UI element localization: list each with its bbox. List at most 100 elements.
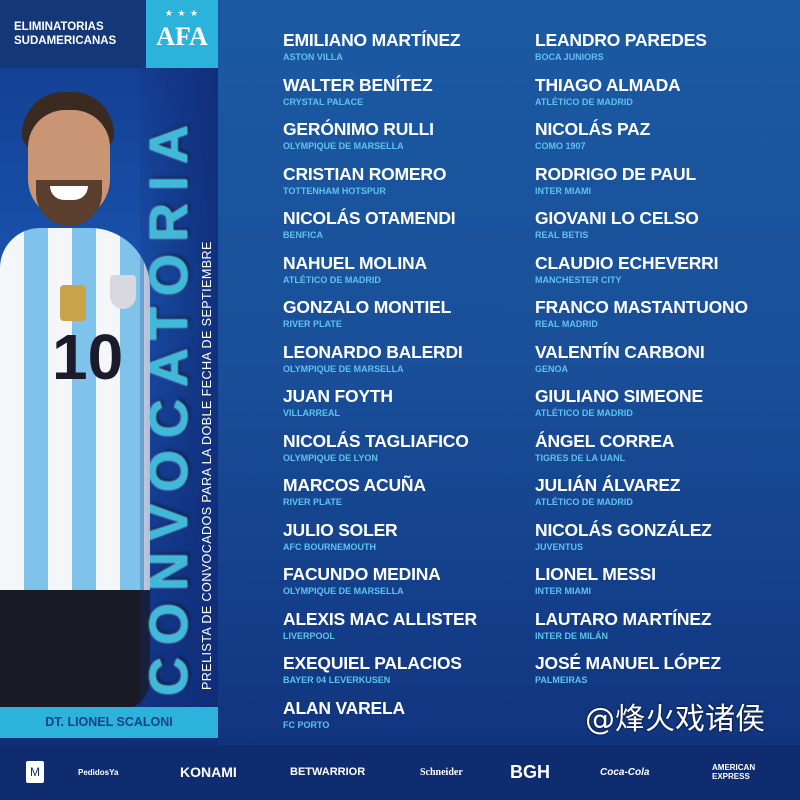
sponsor-bar: M PedidosYa KONAMI BETWARRIOR Schneider …	[0, 745, 800, 800]
player-entry: JULIÁN ÁLVAREZ ATLÉTICO DE MADRID	[535, 474, 748, 519]
player-name: NICOLÁS GONZÁLEZ	[535, 519, 712, 540]
player-entry: NICOLÁS TAGLIAFICO OLYMPIQUE DE LYON	[283, 430, 477, 475]
player-name: JUAN FOYTH	[283, 386, 393, 406]
player-entry: NICOLÁS PAZ COMO 1907	[535, 118, 748, 163]
player-name: WALTER BENÍTEZ	[283, 74, 433, 95]
player-name: EMILIANO MARTÍNEZ	[283, 30, 461, 50]
player-club: COMO 1907	[535, 141, 586, 151]
schneider-logo: Schneider	[420, 767, 463, 778]
player-club: PALMEIRAS	[535, 675, 588, 685]
player-entry: NICOLÁS GONZÁLEZ JUVENTUS	[535, 519, 748, 564]
player-club: INTER MIAMI	[535, 185, 591, 196]
player-club: ATLÉTICO DE MADRID	[535, 96, 633, 107]
player-club: REAL MADRID	[535, 319, 598, 329]
subtitle: PRELISTA DE CONVOCADOS PARA LA DOBLE FEC…	[200, 241, 214, 690]
pedidosya-logo: PedidosYa	[78, 768, 119, 777]
player-entry: CLAUDIO ECHEVERRI MANCHESTER CITY	[535, 252, 748, 297]
player-name: FRANCO MASTANTUONO	[535, 297, 748, 317]
player-name: NICOLÁS OTAMENDI	[283, 208, 456, 228]
player-entry: FRANCO MASTANTUONO REAL MADRID	[535, 296, 748, 341]
player-club: BOCA JUNIORS	[535, 52, 604, 62]
player-name: EXEQUIEL PALACIOS	[283, 653, 462, 673]
player-name: JULIÁN ÁLVAREZ	[535, 475, 681, 495]
player-entry: MARCOS ACUÑA RIVER PLATE	[283, 474, 477, 519]
player-club: OLYMPIQUE DE MARSELLA	[283, 363, 404, 374]
american-express-logo: AMERICAN EXPRESS	[712, 763, 756, 781]
player-entry: ALAN VARELA FC PORTO	[283, 697, 477, 742]
player-entry: LAUTARO MARTÍNEZ INTER DE MILÁN	[535, 608, 748, 653]
afa-jersey-crest	[110, 275, 136, 309]
betwarrior-logo: BETWARRIOR	[290, 766, 366, 778]
player-entry: LEONARDO BALERDI OLYMPIQUE DE MARSELLA	[283, 341, 477, 386]
player-name: ÁNGEL CORREA	[535, 430, 675, 451]
player-club: TIGRES DE LA UANL	[535, 452, 626, 463]
jersey-number: 10	[52, 321, 124, 393]
player-name: NICOLÁS TAGLIAFICO	[283, 430, 469, 451]
player-entry: CRISTIAN ROMERO TOTTENHAM HOTSPUR	[283, 163, 477, 208]
player-name: RODRIGO DE PAUL	[535, 163, 696, 184]
player-club: ATLÉTICO DE MADRID	[535, 497, 633, 507]
player-club: OLYMPIQUE DE LYON	[283, 452, 378, 463]
player-entry: ÁNGEL CORREA TIGRES DE LA UANL	[535, 430, 748, 475]
player-name: GIULIANO SIMEONE	[535, 386, 703, 406]
konami-logo: KONAMI	[180, 764, 237, 780]
player-entry: LIONEL MESSI INTER MIAMI	[535, 563, 748, 608]
player-club: VILLARREAL	[283, 408, 340, 418]
player-name: GERÓNIMO RULLI	[283, 119, 434, 139]
poster-photo-panel: 10	[0, 0, 218, 745]
player-club: OLYMPIQUE DE MARSELLA	[283, 586, 404, 596]
player-club: JUVENTUS	[535, 541, 584, 552]
player-name: ALAN VARELA	[283, 697, 405, 718]
player-entry: JULIO SOLER AFC BOURNEMOUTH	[283, 519, 477, 564]
player-name: ALEXIS MAC ALLISTER	[283, 608, 477, 629]
player-entry: GONZALO MONTIEL RIVER PLATE	[283, 296, 477, 341]
player-name: GONZALO MONTIEL	[283, 297, 452, 317]
player-entry: NICOLÁS OTAMENDI BENFICA	[283, 207, 477, 252]
afa-logo: ★ ★ ★ AFA	[146, 0, 218, 68]
watermark: @烽火戏诸侯	[585, 702, 765, 737]
player-club: GENOA	[535, 363, 569, 374]
player-name: LAUTARO MARTÍNEZ	[535, 608, 712, 629]
player-club: FC PORTO	[283, 719, 330, 730]
player-club: ATLÉTICO DE MADRID	[535, 408, 633, 418]
player-name: LEANDRO PAREDES	[535, 30, 707, 50]
coca-cola-logo: Coca-Cola	[600, 767, 650, 778]
player-entry: WALTER BENÍTEZ CRYSTAL PALACE	[283, 74, 477, 119]
player-name: CLAUDIO ECHEVERRI	[535, 252, 719, 273]
player-club: BAYER 04 LEVERKUSEN	[283, 675, 391, 685]
title-band	[140, 68, 218, 708]
player-entry: NAHUEL MOLINA ATLÉTICO DE MADRID	[283, 252, 477, 297]
player-entry: LEANDRO PAREDES BOCA JUNIORS	[535, 29, 748, 74]
player-name: GIOVANI LO CELSO	[535, 208, 699, 228]
player-entry: EMILIANO MARTÍNEZ ASTON VILLA	[283, 29, 477, 74]
player-entry: JUAN FOYTH VILLARREAL	[283, 385, 477, 430]
player-entry: GERÓNIMO RULLI OLYMPIQUE DE MARSELLA	[283, 118, 477, 163]
player-entry: ALEXIS MAC ALLISTER LIVERPOOL	[283, 608, 477, 653]
player-entry: VALENTÍN CARBONI GENOA	[535, 341, 748, 386]
player-club: OLYMPIQUE DE MARSELLA	[283, 141, 404, 151]
mcdonalds-logo: M	[26, 761, 44, 783]
coach-name: DT. LIONEL SCALONI	[45, 715, 173, 729]
player-club: MANCHESTER CITY	[535, 274, 622, 285]
player-name: FACUNDO MEDINA	[283, 564, 441, 584]
player-club: RIVER PLATE	[283, 497, 342, 507]
player-smile	[50, 186, 88, 200]
player-entry: EXEQUIEL PALACIOS BAYER 04 LEVERKUSEN	[283, 652, 477, 697]
player-entry: FACUNDO MEDINA OLYMPIQUE DE MARSELLA	[283, 563, 477, 608]
player-entry: THIAGO ALMADA ATLÉTICO DE MADRID	[535, 74, 748, 119]
header-band: ELIMINATORIAS SUDAMERICANAS	[0, 0, 146, 68]
player-entry: GIOVANI LO CELSO REAL BETIS	[535, 207, 748, 252]
player-club: INTER DE MILÁN	[535, 630, 608, 641]
player-club: REAL BETIS	[535, 230, 589, 240]
coach-bar: DT. LIONEL SCALONI	[0, 707, 218, 738]
player-club: ATLÉTICO DE MADRID	[283, 274, 381, 285]
player-club: LIVERPOOL	[283, 630, 336, 641]
player-name: JOSÉ MANUEL LÓPEZ	[535, 653, 721, 673]
player-club: INTER MIAMI	[535, 586, 591, 596]
player-shorts	[0, 590, 150, 710]
player-column-2: LEANDRO PAREDES BOCA JUNIORS THIAGO ALMADA…	[535, 29, 748, 697]
player-entry: RODRIGO DE PAUL INTER MIAMI	[535, 163, 748, 208]
player-name: NICOLÁS PAZ	[535, 119, 651, 139]
player-name: THIAGO ALMADA	[535, 74, 681, 95]
player-entry: GIULIANO SIMEONE ATLÉTICO DE MADRID	[535, 385, 748, 430]
